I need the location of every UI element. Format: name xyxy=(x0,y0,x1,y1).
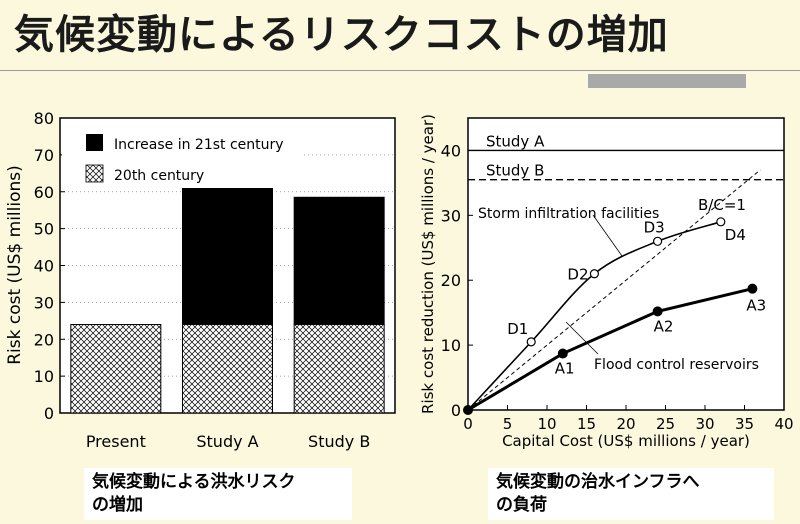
bar-y-tick-label: 50 xyxy=(34,220,54,239)
storm-point-label: D4 xyxy=(725,226,746,244)
study-a-label: Study A xyxy=(486,132,545,150)
legend-label-20th: 20th century xyxy=(114,168,204,184)
line-y-tick-label: 40 xyxy=(441,141,461,160)
bc-ratio-label: B/C=1 xyxy=(698,196,746,214)
bar-20th-century xyxy=(293,324,385,414)
storm-point xyxy=(526,337,536,347)
storm-point xyxy=(589,269,600,279)
reservoir-point xyxy=(652,306,663,317)
left-caption: 気候変動による洪水リスク の増加 xyxy=(84,468,352,520)
reservoir-point-label: A2 xyxy=(654,317,674,335)
page-title: 気候変動によるリスクコストの増加 xyxy=(14,12,669,58)
storm-point xyxy=(716,217,726,227)
line-x-tick-label: 15 xyxy=(577,415,596,433)
bar-increase-21st xyxy=(293,196,385,325)
bar-y-tick-label: 80 xyxy=(34,109,54,128)
bar-y-tick-label: 20 xyxy=(34,330,54,349)
storm-point-label: D1 xyxy=(507,320,528,338)
line-x-tick-label: 40 xyxy=(774,415,793,433)
storm-annotation-leader xyxy=(592,214,623,257)
line-x-tick-label: 20 xyxy=(616,415,635,433)
bar-20th-century xyxy=(182,324,273,414)
bar-y-tick-label: 70 xyxy=(34,146,54,165)
line-x-axis-label: Capital Cost (US$ millions / year) xyxy=(502,432,750,450)
legend-label-increase: Increase in 21st century xyxy=(114,137,284,153)
bar-y-tick-label: 60 xyxy=(34,183,54,202)
left-caption-line1: 気候変動による洪水リスク xyxy=(92,472,296,492)
bar-y-tick-label: 30 xyxy=(34,293,54,312)
line-y-axis-label: Risk cost reduction (US$ millions / year… xyxy=(419,114,437,414)
reservoir-point-label: A3 xyxy=(746,297,766,315)
legend-swatch-20th xyxy=(85,164,104,183)
right-caption-line1: 気候変動の治水インフラへ xyxy=(496,472,700,492)
line-x-tick-label: 0 xyxy=(463,415,473,433)
bar-category-label: Study B xyxy=(308,432,370,451)
line-x-tick-label: 35 xyxy=(735,415,754,433)
flood-reservoir-line xyxy=(467,287,753,412)
bc-ratio-line xyxy=(467,169,761,411)
flood-reservoir-annotation: Flood control reservoirs xyxy=(594,357,759,373)
storm-point xyxy=(652,236,663,246)
line-x-tick-label: 5 xyxy=(503,415,513,433)
right-caption-line2: の負荷 xyxy=(496,495,547,515)
title-divider xyxy=(0,70,800,71)
bar-y-tick-label: 10 xyxy=(34,367,54,386)
line-y-tick-label: 10 xyxy=(441,336,461,355)
bar-legend: Increase in 21st century 20th century xyxy=(62,120,302,188)
storm-point-label: D3 xyxy=(644,218,665,236)
title-accent-bar xyxy=(588,74,746,88)
legend-swatch-increase xyxy=(86,134,103,151)
line-x-tick-label: 25 xyxy=(656,415,675,433)
storm-point-label: D2 xyxy=(567,266,588,284)
storm-infiltration-annotation: Storm infiltration facilities xyxy=(478,206,659,222)
bar-20th-century xyxy=(70,324,162,414)
right-caption: 気候変動の治水インフラへ の負荷 xyxy=(488,468,774,520)
bar-category-label: Study A xyxy=(196,432,258,451)
bar-y-tick-label: 0 xyxy=(44,404,54,423)
line-x-tick-label: 30 xyxy=(695,415,714,433)
bar-y-axis-label: Risk cost (US$ millions) xyxy=(5,165,25,365)
line-y-tick-label: 0 xyxy=(451,401,461,420)
reservoir-point xyxy=(557,348,568,359)
bar-y-tick-label: 40 xyxy=(34,257,54,276)
reservoir-annotation-leader xyxy=(565,321,599,355)
line-y-tick-label: 30 xyxy=(441,206,461,225)
left-caption-line2: の増加 xyxy=(92,495,143,515)
study-b-label: Study B xyxy=(486,162,544,180)
reservoir-point-label: A1 xyxy=(555,360,575,378)
line-x-tick-label: 10 xyxy=(537,415,556,433)
line-plot-area xyxy=(467,117,785,411)
reservoir-point xyxy=(747,283,758,294)
bar-category-label: Present xyxy=(86,432,146,451)
line-y-tick-label: 20 xyxy=(441,271,461,290)
bar-increase-21st xyxy=(182,183,273,325)
